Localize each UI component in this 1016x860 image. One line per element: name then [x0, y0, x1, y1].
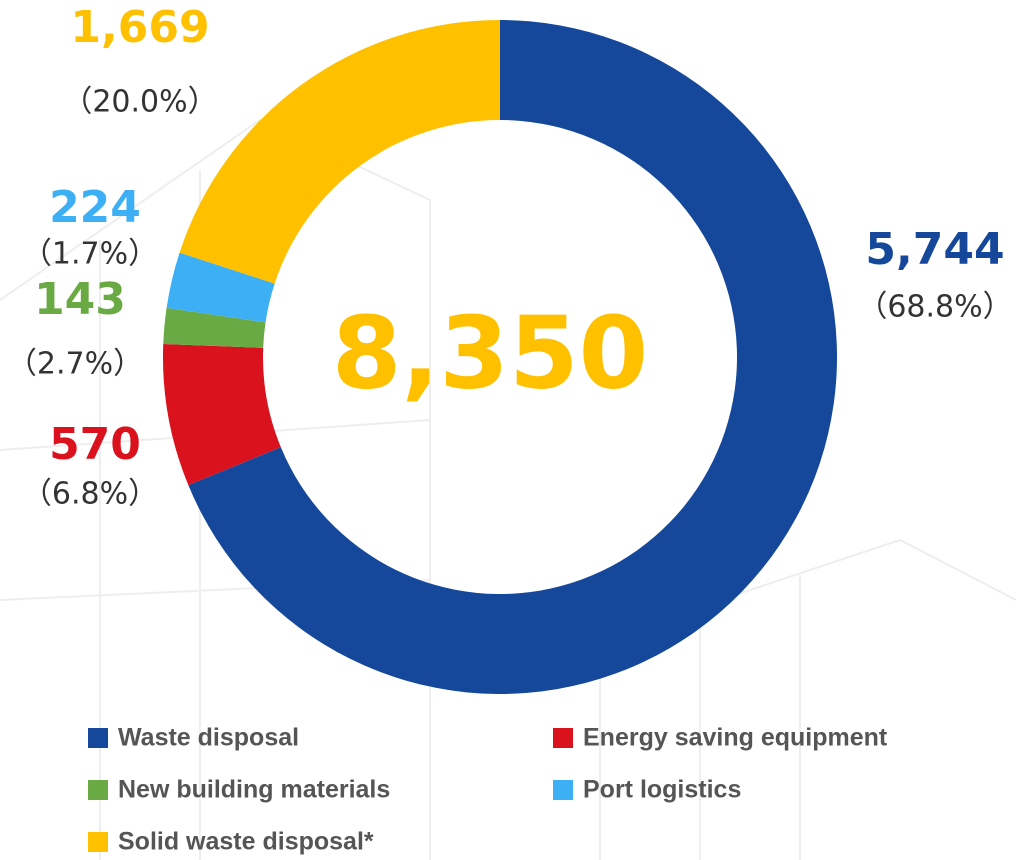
legend-label: Waste disposal	[118, 724, 299, 752]
percent-label: （6.8%）	[22, 477, 158, 512]
legend-swatch	[88, 832, 108, 852]
legend-swatch	[88, 780, 108, 800]
value-label: 5,744	[865, 224, 1004, 275]
legend-swatch	[88, 728, 108, 748]
donut-segment	[180, 20, 500, 284]
legend-label: New building materials	[118, 776, 390, 804]
legend-label: Solid waste disposal*	[118, 828, 374, 856]
chart: 8,350 5,744 （68.8%） Waste disposal 570 （6.8%…	[0, 0, 1016, 860]
legend-label: Energy saving equipment	[583, 724, 888, 752]
value-label: 143	[34, 274, 126, 325]
percent-label: （2.7%）	[7, 347, 143, 382]
percent-label: （1.7%）	[22, 237, 158, 272]
legend-swatch	[553, 728, 573, 748]
percent-label: （68.8%）	[857, 290, 1012, 325]
percent-label: （20.0%）	[62, 85, 217, 120]
value-label: 1,669	[70, 2, 209, 53]
value-label: 224	[49, 182, 141, 233]
legend-swatch	[553, 780, 573, 800]
center-total: 8,350	[332, 294, 648, 411]
value-label: 570	[49, 419, 141, 470]
legend-label: Port logistics	[583, 776, 741, 804]
